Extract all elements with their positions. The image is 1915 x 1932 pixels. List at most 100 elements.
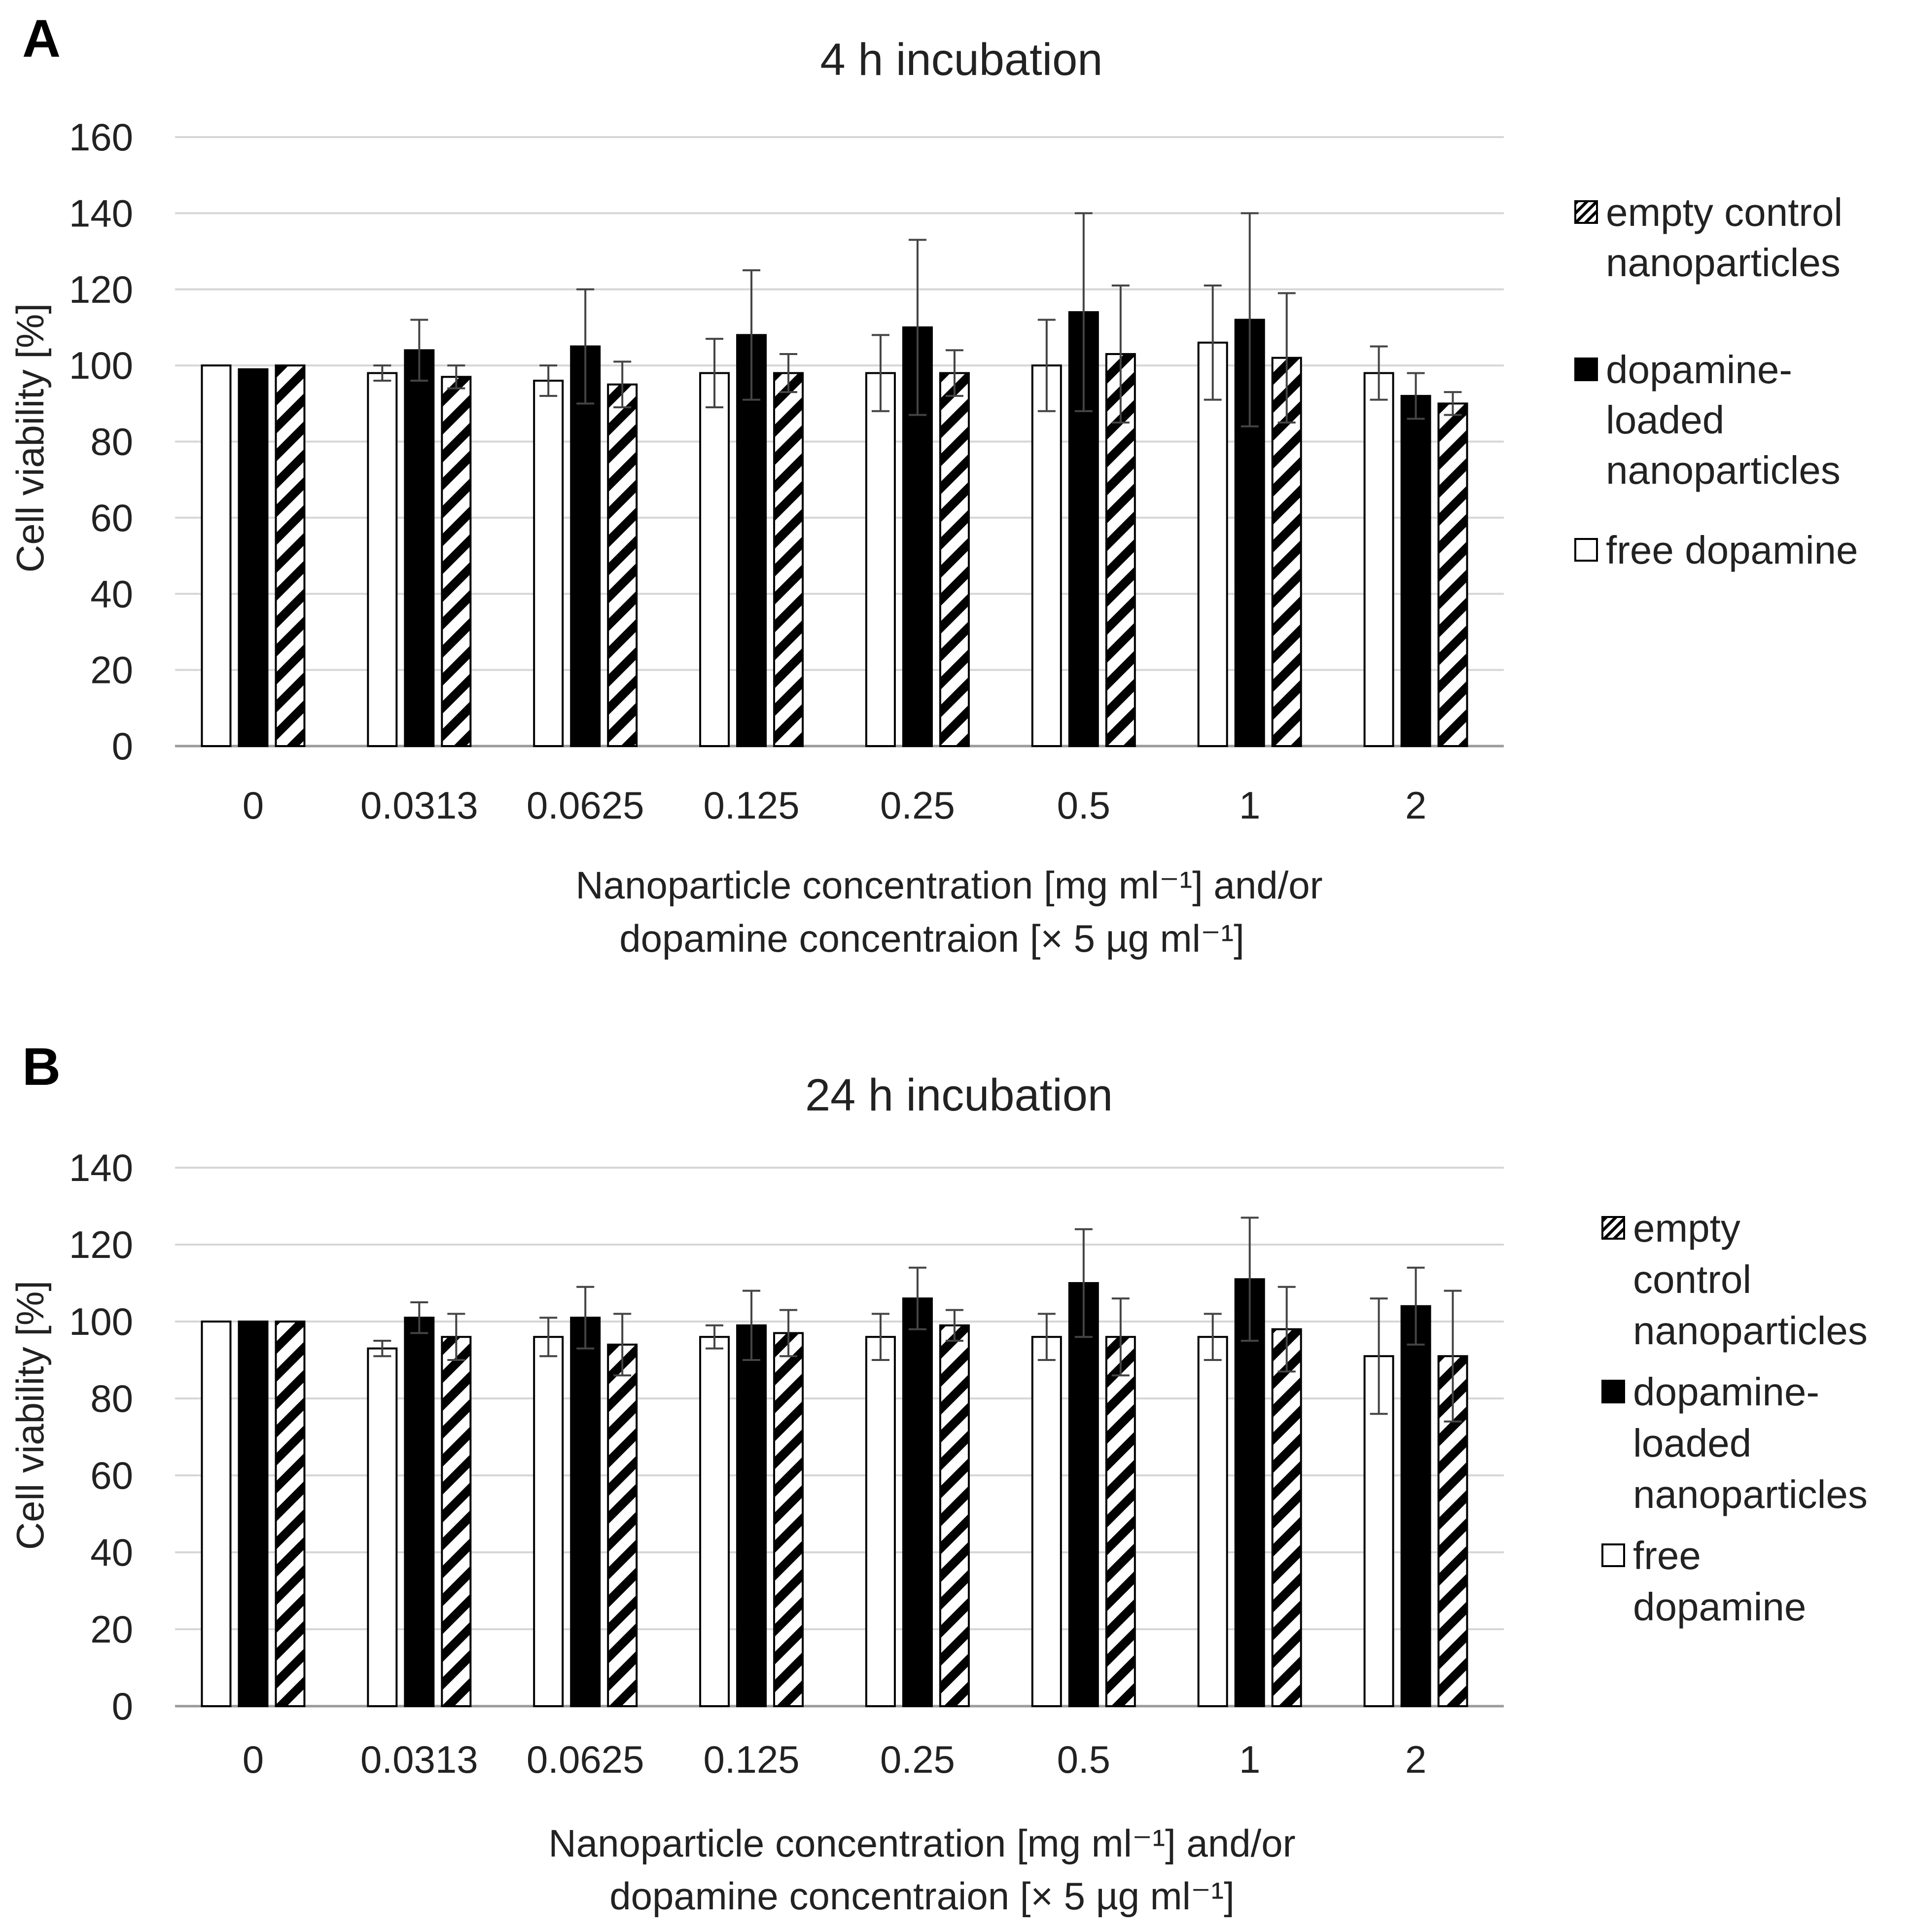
bar-black (736, 334, 767, 747)
error-bar (1111, 285, 1130, 424)
x-tick-label: 2 (1405, 1738, 1426, 1781)
bar-white (1031, 364, 1062, 747)
x-tick-label: 0.0313 (360, 784, 478, 827)
legend-label: free (1633, 1534, 1701, 1577)
bar-black (404, 349, 435, 747)
error-bar (447, 364, 465, 390)
y-tick-label: 100 (69, 1300, 133, 1343)
bar-white (865, 372, 896, 747)
bar-white (699, 372, 730, 747)
y-tick-label: 80 (90, 420, 133, 464)
bar-black (570, 345, 601, 747)
error-bar (1370, 1297, 1388, 1415)
error-bar (539, 1317, 558, 1358)
panel-b-legend: empty control nanoparticles dopamine-loaded… (1601, 1206, 1868, 1629)
x-tick-label: 1 (1239, 1738, 1260, 1781)
error-bar (871, 1313, 889, 1361)
error-bar (908, 1266, 926, 1330)
bar-white (533, 1336, 564, 1707)
panel-a-x-axis-label-line1: Nanoparticle concentration [mg ml⁻¹] and… (575, 863, 1322, 907)
y-tick-label: 20 (90, 1608, 133, 1651)
legend-label: dopamine- (1606, 348, 1792, 392)
legend-label: nanoparticles (1633, 1472, 1868, 1516)
y-tick-label: 20 (90, 648, 133, 692)
error-bar (1037, 319, 1056, 412)
error-bar (613, 360, 632, 409)
legend-label: empty (1633, 1206, 1740, 1250)
bar-hatched (1105, 1336, 1136, 1707)
error-bar (1444, 391, 1462, 416)
error-bar (576, 288, 595, 405)
error-bar (945, 1309, 963, 1342)
bar-white (1197, 1336, 1228, 1707)
legend-swatch-hatched (1574, 200, 1598, 224)
error-bar (373, 1340, 391, 1358)
panel-b-x-axis-label-line2: dopamine concentraion [× 5 µg ml⁻¹] (609, 1874, 1235, 1918)
error-bar (945, 349, 963, 397)
bar-white (1031, 1336, 1062, 1707)
y-tick-label: 120 (69, 268, 133, 311)
bar-black (238, 1321, 269, 1707)
panel-b-label: B (22, 1037, 61, 1096)
error-bar (780, 1309, 798, 1358)
bar-hatched (1271, 1328, 1302, 1708)
error-bar (908, 239, 926, 416)
error-bar (410, 1301, 428, 1334)
legend-swatch-black (1601, 1380, 1625, 1403)
bar-white (201, 1321, 232, 1707)
panel-b-x-axis-label-line1: Nanoparticle concentration [mg ml⁻¹] and… (548, 1822, 1295, 1865)
panel-a-y-axis-label: Cell viability [%] (8, 303, 52, 572)
y-tick-label: 0 (112, 1684, 133, 1728)
error-bar (576, 1286, 595, 1350)
error-bar (1277, 292, 1296, 424)
error-bar (743, 1289, 761, 1361)
x-tick-label: 0.0625 (527, 784, 644, 827)
legend-swatch-white (1601, 1543, 1625, 1567)
bar-black (570, 1317, 601, 1707)
panel-a-title: 4 h incubation (820, 35, 1103, 85)
bar-black (736, 1324, 767, 1708)
bar-black (902, 1297, 933, 1707)
y-tick-label: 60 (90, 496, 133, 539)
x-tick-label: 2 (1405, 784, 1426, 827)
bar-white (1197, 341, 1228, 747)
y-tick-label: 120 (69, 1223, 133, 1266)
x-tick-label: 0.0625 (527, 1738, 644, 1781)
panel-b-y-axis-label: Cell viability [%] (8, 1281, 52, 1550)
x-tick-label: 0 (243, 784, 264, 827)
bar-black (238, 368, 269, 747)
error-bar (1407, 372, 1425, 420)
bar-hatched (1437, 402, 1468, 747)
bar-hatched (773, 1332, 804, 1707)
error-bar (373, 364, 391, 382)
y-tick-label: 160 (69, 115, 133, 159)
error-bar (1370, 345, 1388, 401)
error-bar (1204, 1313, 1222, 1361)
bar-hatched (275, 364, 306, 747)
legend-label: empty control (1606, 190, 1843, 234)
bar-hatched (607, 383, 638, 747)
legend-label: control (1633, 1257, 1751, 1301)
y-tick-label: 100 (69, 344, 133, 387)
y-tick-label: 40 (90, 1531, 133, 1574)
panel-a-x-axis-label-line2: dopamine concentraion [× 5 µg ml⁻¹] (619, 917, 1244, 960)
error-bar (1277, 1286, 1296, 1373)
legend-label: nanoparticles (1606, 448, 1841, 492)
bar-white (865, 1336, 896, 1707)
bar-black (1234, 1278, 1265, 1707)
legend-label: nanoparticles (1633, 1309, 1868, 1353)
legend-swatch-hatched (1601, 1216, 1625, 1240)
bar-hatched (939, 372, 970, 747)
bar-black (1400, 1305, 1431, 1708)
bar-white (367, 1347, 398, 1708)
panel-a-legend: empty control nanoparticles dopamine-loade… (1574, 190, 1858, 572)
legend-label: nanoparticles (1606, 241, 1841, 285)
bar-white (533, 380, 564, 747)
error-bar (1111, 1297, 1130, 1377)
bar-white (699, 1336, 730, 1707)
y-tick-label: 60 (90, 1454, 133, 1497)
bar-black (1068, 1282, 1099, 1707)
error-bar (706, 338, 724, 409)
